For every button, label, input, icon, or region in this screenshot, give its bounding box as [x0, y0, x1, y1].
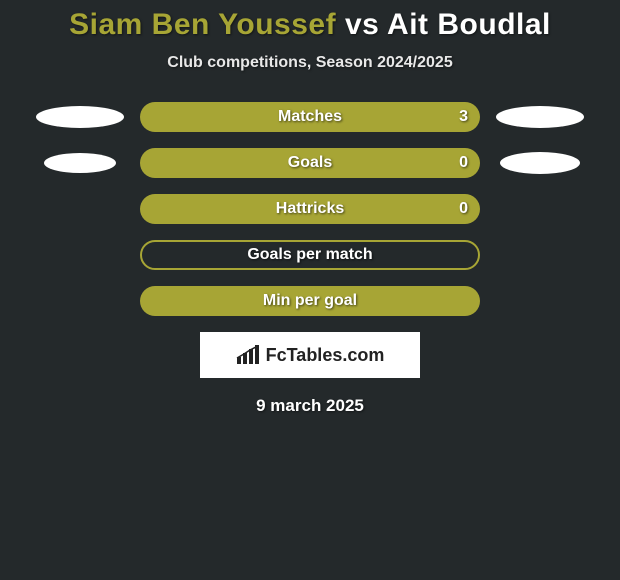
stat-bar: Goals per match — [140, 240, 480, 270]
player1-indicator — [20, 153, 140, 173]
stat-bar-left-fill — [140, 148, 310, 178]
player1-ellipse-icon — [44, 153, 116, 173]
player2-ellipse-icon — [496, 106, 584, 128]
player2-indicator — [480, 106, 600, 128]
stat-value-right: 0 — [459, 200, 468, 218]
stat-bar: Matches 3 — [140, 102, 480, 132]
stat-label: Matches — [278, 108, 342, 126]
stat-row: Goals 0 — [0, 148, 620, 178]
stat-bar: Hattricks 0 — [140, 194, 480, 224]
title-vs: vs — [345, 8, 379, 41]
stat-value-right: 0 — [459, 154, 468, 172]
stat-row: Matches 3 — [0, 102, 620, 132]
title-player2: Ait Boudlal — [387, 8, 551, 41]
stat-label: Min per goal — [263, 292, 357, 310]
player2-ellipse-icon — [500, 152, 580, 174]
stat-row: Hattricks 0 — [0, 194, 620, 224]
stat-row: Goals per match — [0, 240, 620, 270]
date: 9 march 2025 — [0, 396, 620, 416]
stat-row: Min per goal — [0, 286, 620, 316]
title-player1: Siam Ben Youssef — [69, 8, 336, 41]
bar-chart-icon — [236, 345, 260, 365]
stat-bar: Min per goal — [140, 286, 480, 316]
stat-label: Goals — [288, 154, 332, 172]
stat-label: Hattricks — [276, 200, 344, 218]
page-title: Siam Ben Youssef vs Ait Boudlal — [0, 8, 620, 42]
player2-indicator — [480, 152, 600, 174]
brand-text: FcTables.com — [266, 345, 385, 366]
stat-bar-right-fill — [310, 148, 480, 178]
subtitle: Club competitions, Season 2024/2025 — [0, 54, 620, 72]
stat-label: Goals per match — [247, 246, 372, 264]
stat-value-right: 3 — [459, 108, 468, 126]
brand-box: FcTables.com — [200, 332, 420, 378]
stat-bar: Goals 0 — [140, 148, 480, 178]
infographic-container: Siam Ben Youssef vs Ait Boudlal Club com… — [0, 0, 620, 416]
player1-indicator — [20, 106, 140, 128]
player1-ellipse-icon — [36, 106, 124, 128]
stat-rows: Matches 3 Goals 0 Hattricks 0 Goals per match M… — [0, 102, 620, 316]
